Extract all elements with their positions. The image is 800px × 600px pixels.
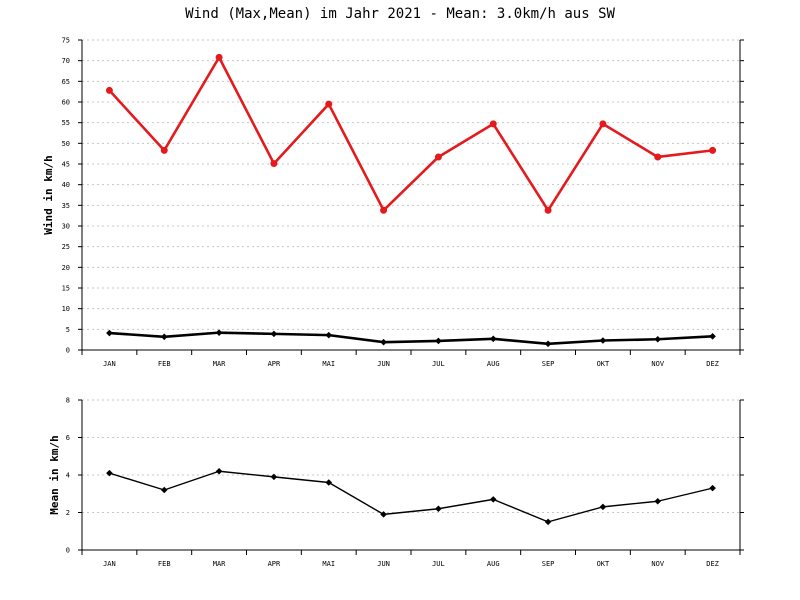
point-max-mai: [325, 100, 333, 108]
y-tick-label: 35: [62, 202, 70, 210]
point-mean-sep: [544, 518, 552, 526]
x-tick-label-jul: JUL: [432, 360, 445, 368]
point-max-apr: [270, 160, 278, 168]
y-tick-label: 50: [62, 140, 70, 148]
x-tick-label-feb: FEB: [158, 360, 171, 368]
point-mean-aug: [489, 335, 497, 343]
x-tick-label-jun: JUN: [377, 560, 390, 568]
x-tick-label-apr: APR: [268, 360, 281, 368]
y-tick-label: 40: [62, 181, 70, 189]
point-max-nov: [654, 153, 662, 161]
point-mean-mai: [325, 479, 333, 486]
y-tick-label: 2: [66, 509, 70, 517]
point-mean-okt: [599, 337, 607, 344]
y-axis-title: Wind in km/h: [42, 155, 55, 234]
y-tick-label: 20: [62, 264, 70, 272]
series-line-mean: [109, 470, 713, 523]
x-tick-label-mai: MAI: [322, 560, 335, 568]
point-max-jul: [434, 153, 442, 161]
point-mean-mar: [215, 329, 223, 336]
point-mean-jul: [435, 505, 442, 513]
x-tick-label-mai: MAI: [322, 360, 335, 368]
y-tick-label: 5: [66, 326, 70, 334]
y-tick-label: 25: [62, 243, 70, 251]
point-mean-apr: [270, 330, 278, 338]
point-max-aug: [489, 120, 497, 128]
point-max-okt: [599, 120, 607, 128]
y-tick-label: 10: [62, 305, 70, 313]
point-max-sep: [544, 206, 552, 214]
point-mean-jan: [106, 469, 113, 477]
point-max-jun: [380, 206, 388, 214]
y-tick-label: 60: [62, 99, 70, 107]
y-tick-label: 0: [66, 347, 70, 355]
x-tick-label-sep: SEP: [542, 560, 555, 568]
point-mean-aug: [489, 496, 497, 503]
series-line-max: [108, 56, 713, 212]
point-mean-dez: [709, 333, 716, 340]
x-tick-label-nov: NOV: [651, 560, 664, 568]
x-tick-label-dez: DEZ: [706, 560, 719, 568]
point-mean-jan: [106, 329, 113, 337]
point-mean-mai: [325, 331, 333, 339]
point-mean-jun: [380, 338, 387, 346]
x-tick-label-apr: APR: [268, 560, 281, 568]
y-tick-label: 6: [66, 434, 70, 442]
x-tick-label-mar: MAR: [213, 560, 226, 568]
point-max-jan: [105, 86, 113, 94]
y-tick-label: 65: [62, 78, 70, 86]
point-mean-nov: [654, 335, 662, 343]
point-mean-feb: [160, 486, 168, 494]
x-tick-label-aug: AUG: [487, 560, 500, 568]
y-tick-label: 15: [62, 285, 70, 293]
x-tick-label-mar: MAR: [213, 360, 226, 368]
y-tick-label: 55: [62, 119, 70, 127]
x-tick-label-okt: OKT: [597, 360, 610, 368]
x-tick-label-jul: JUL: [432, 560, 445, 568]
point-mean-sep: [544, 340, 552, 348]
point-mean-okt: [599, 503, 607, 511]
x-tick-label-feb: FEB: [158, 560, 171, 568]
x-tick-label-dez: DEZ: [706, 360, 719, 368]
x-tick-label-sep: SEP: [542, 360, 555, 368]
y-tick-label: 70: [62, 57, 70, 65]
chart-title: Wind (Max,Mean) im Jahr 2021 - Mean: 3.0…: [185, 6, 615, 22]
wind-max-mean-panel: 0 5 10 15 20 25 30 35 40 45 50 55 60 65 70 75 JAN FEB MAR A…: [42, 37, 744, 368]
x-tick-label-jun: JUN: [377, 360, 390, 368]
point-mean-nov: [654, 497, 662, 505]
point-mean-feb: [160, 333, 168, 341]
x-tick-label-jan: JAN: [103, 560, 116, 568]
x-tick-label-nov: NOV: [651, 360, 664, 368]
point-mean-jul: [435, 337, 442, 345]
y-tick-label: 45: [62, 161, 70, 169]
x-tick-label-jan: JAN: [103, 360, 116, 368]
point-max-mar: [215, 53, 223, 61]
point-mean-apr: [270, 473, 278, 481]
point-mean-jun: [380, 511, 387, 518]
x-tick-label-okt: OKT: [597, 560, 610, 568]
y-tick-label: 8: [66, 397, 70, 405]
series-line-mean: [109, 331, 713, 346]
y-tick-label: 75: [62, 37, 70, 45]
y-tick-label: 4: [66, 472, 70, 480]
point-max-dez: [709, 146, 717, 154]
point-mean-dez: [709, 484, 716, 492]
y-tick-label: 0: [66, 547, 70, 555]
y-axis-title: Mean in km/h: [48, 435, 61, 514]
y-tick-label: 30: [62, 223, 70, 231]
point-max-feb: [160, 146, 168, 154]
wind-mean-panel: 0 2 4 6 8 JAN FEB MAR APR MAI JUN JUL AUG SEP OKT NOV DE…: [48, 397, 744, 568]
x-tick-label-aug: AUG: [487, 360, 500, 368]
point-mean-mar: [215, 467, 223, 475]
